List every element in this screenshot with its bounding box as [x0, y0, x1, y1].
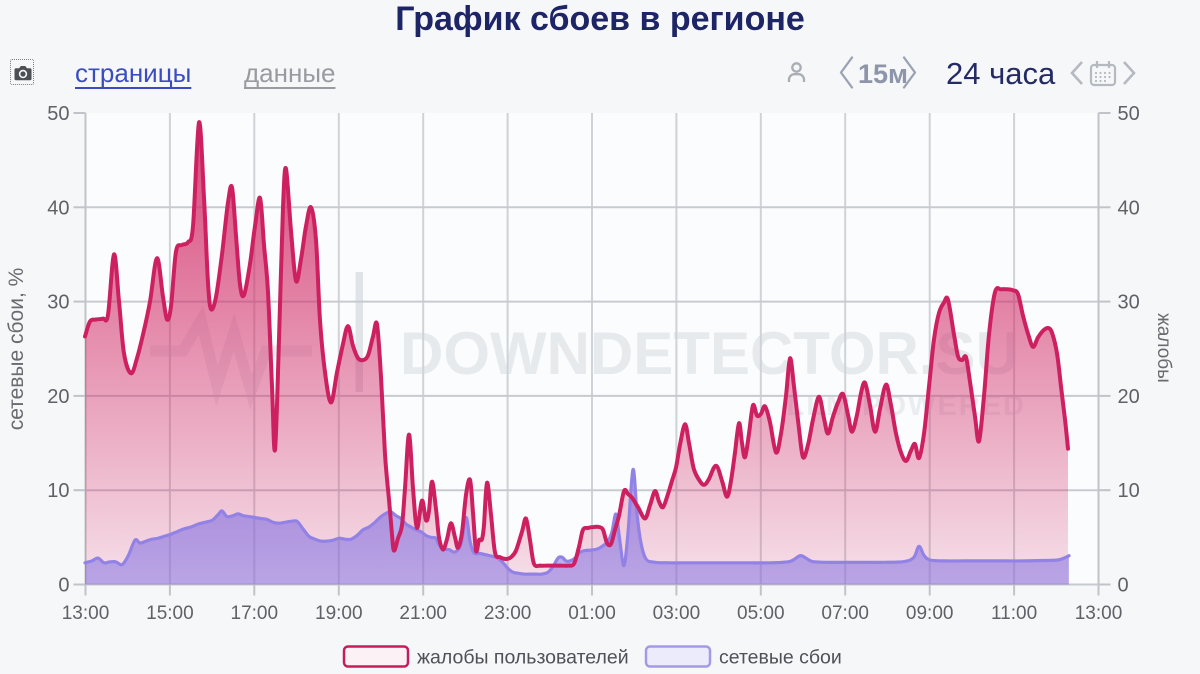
svg-text:05:00: 05:00 — [737, 603, 785, 624]
svg-text:50: 50 — [1118, 103, 1140, 125]
svg-text:сетевые сбои, %: сетевые сбои, % — [5, 268, 28, 431]
svg-text:13:00: 13:00 — [1075, 603, 1123, 624]
svg-text:21:00: 21:00 — [399, 603, 447, 624]
svg-text:10: 10 — [47, 480, 69, 502]
svg-text:07:00: 07:00 — [821, 603, 869, 624]
svg-text:15:00: 15:00 — [146, 603, 194, 624]
svg-text:жалобы пользователей: жалобы пользователей — [417, 647, 629, 669]
svg-text:19:00: 19:00 — [315, 603, 363, 624]
svg-text:0: 0 — [1118, 575, 1129, 597]
svg-text:50: 50 — [47, 103, 69, 125]
svg-text:11:00: 11:00 — [991, 603, 1037, 624]
svg-text:10: 10 — [1118, 480, 1140, 502]
svg-text:23:00: 23:00 — [484, 603, 532, 624]
svg-text:30: 30 — [1118, 292, 1140, 314]
svg-text:0: 0 — [58, 575, 69, 597]
svg-text:40: 40 — [1118, 197, 1140, 219]
svg-text:20: 20 — [47, 386, 69, 408]
svg-text:09:00: 09:00 — [906, 603, 954, 624]
svg-text:20: 20 — [1118, 386, 1140, 408]
svg-text:DOWNDETECTOR.SU: DOWNDETECTOR.SU — [400, 320, 1019, 387]
svg-text:сетевые сбои: сетевые сбои — [719, 647, 842, 669]
svg-text:17:00: 17:00 — [231, 603, 279, 624]
svg-text:жалобы: жалобы — [1153, 313, 1174, 383]
svg-text:03:00: 03:00 — [653, 603, 701, 624]
svg-text:40: 40 — [47, 197, 69, 219]
svg-text:30: 30 — [47, 292, 69, 314]
svg-text:01:00: 01:00 — [568, 603, 616, 624]
svg-text:13:00: 13:00 — [62, 603, 110, 624]
